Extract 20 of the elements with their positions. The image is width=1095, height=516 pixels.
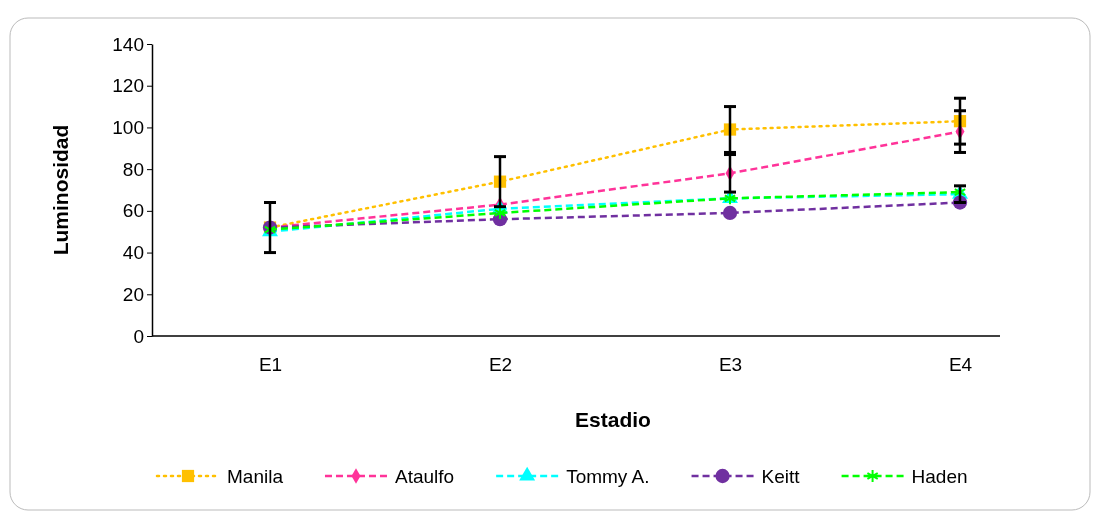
y-tick-label: 140	[112, 33, 144, 55]
y-tick-label: 60	[122, 200, 144, 222]
legend-label: Tommy A.	[566, 466, 650, 487]
legend-label: Manila	[227, 466, 284, 487]
y-tick-label: 0	[133, 325, 144, 347]
x-tick-label: E2	[488, 354, 513, 376]
y-tick-label: 40	[122, 242, 144, 264]
y-tick-label: 80	[122, 158, 144, 180]
x-tick-label: E1	[258, 354, 283, 376]
point	[722, 205, 738, 221]
x-tick-label: E3	[718, 354, 743, 376]
y-tick-label: 100	[112, 117, 144, 139]
x-axis-title: Estadio	[575, 408, 651, 431]
legend-label: Haden	[911, 466, 968, 487]
legend-label: Keitt	[761, 466, 801, 487]
x-tick-label: E4	[948, 354, 973, 376]
legend-label: Ataulfo	[394, 466, 455, 487]
y-tick-label: 120	[112, 75, 144, 97]
y-axis-title: Luminosidad	[49, 124, 72, 256]
y-tick-label: 20	[122, 283, 144, 305]
